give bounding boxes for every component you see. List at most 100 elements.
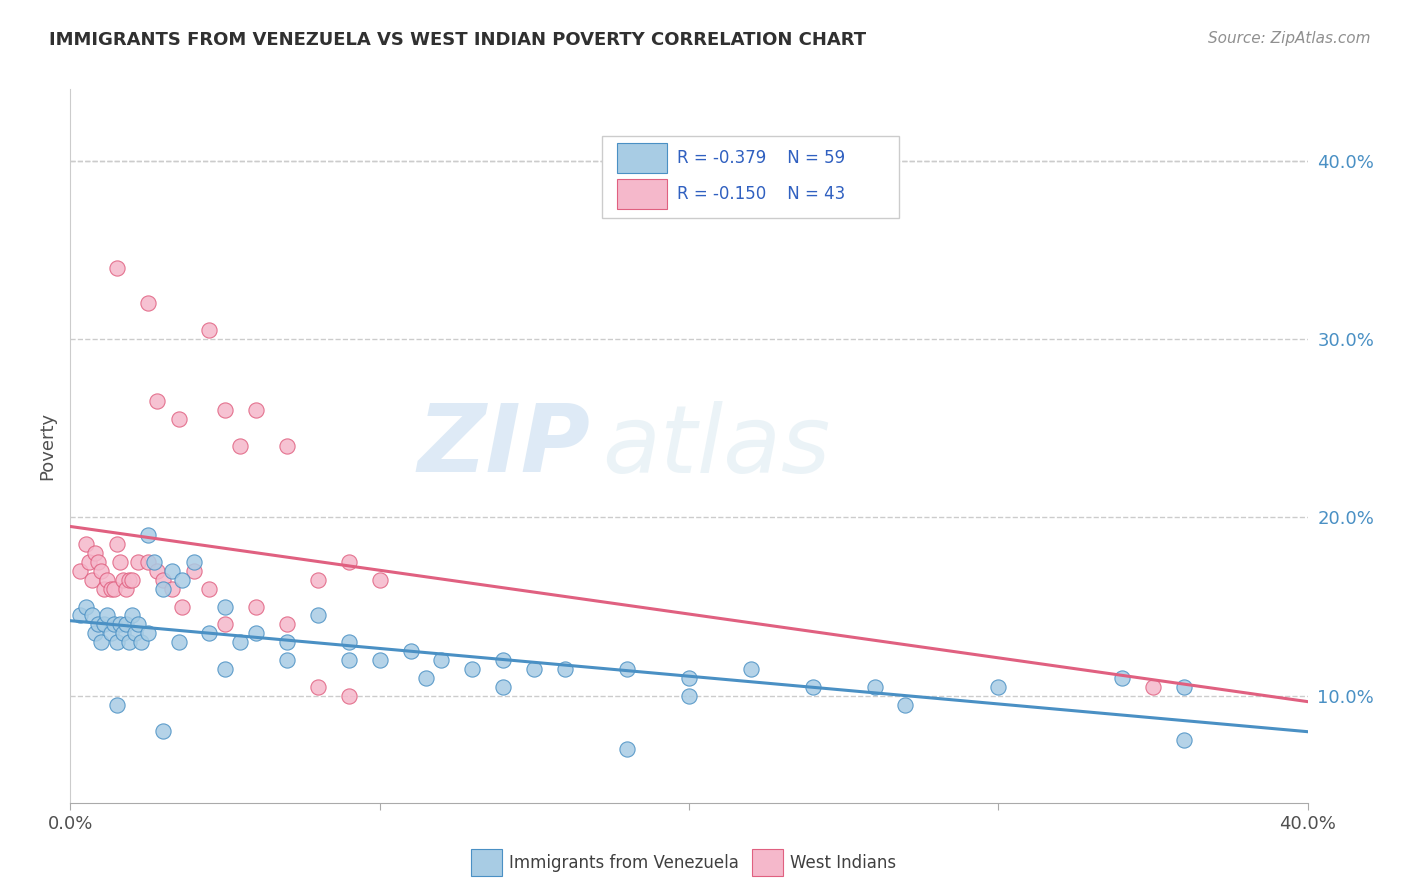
Point (415, 671, 437, 685)
Point (121, 608, 143, 623)
Point (430, 653, 453, 667)
Point (152, 573, 174, 587)
Point (80, 573, 103, 587)
Point (75, 599, 97, 614)
Point (987, 680, 1010, 694)
Point (167, 635, 190, 649)
Point (616, 742, 638, 756)
Point (111, 626, 134, 640)
Point (136, 626, 159, 640)
Point (368, 653, 391, 667)
Point (103, 582, 125, 596)
Point (170, 573, 193, 587)
Point (894, 698, 917, 712)
Point (307, 608, 329, 623)
Point (1142, 680, 1164, 694)
Point (84, 626, 107, 640)
Point (337, 653, 360, 667)
Point (198, 582, 221, 596)
Bar (617, 179, 666, 209)
Point (276, 635, 298, 649)
Point (678, 689, 700, 703)
Point (136, 296, 159, 310)
Point (1111, 671, 1133, 685)
Point (127, 555, 149, 569)
Point (162, 564, 184, 578)
Point (146, 394, 169, 409)
Point (170, 599, 193, 614)
Point (115, 582, 138, 596)
Point (214, 662, 236, 676)
Point (84, 546, 107, 560)
Point (115, 617, 138, 632)
Text: West Indians: West Indians (790, 854, 896, 871)
Point (863, 680, 886, 694)
Point (523, 662, 546, 676)
Point (183, 555, 205, 569)
Point (229, 635, 252, 649)
Point (77, 555, 100, 569)
Point (183, 564, 205, 578)
Point (136, 528, 159, 542)
Point (740, 662, 762, 676)
Point (142, 555, 165, 569)
Point (214, 599, 236, 614)
Point (108, 617, 131, 632)
Point (118, 635, 141, 649)
Point (368, 573, 391, 587)
Point (307, 680, 329, 694)
Point (276, 439, 298, 453)
Point (214, 403, 236, 417)
Point (214, 617, 236, 632)
Point (152, 582, 174, 596)
Point (245, 403, 267, 417)
Point (162, 582, 184, 596)
Point (100, 582, 122, 596)
Text: IMMIGRANTS FROM VENEZUELA VS WEST INDIAN POVERTY CORRELATION CHART: IMMIGRANTS FROM VENEZUELA VS WEST INDIAN… (49, 31, 866, 49)
Point (146, 564, 169, 578)
Point (111, 573, 134, 587)
Point (229, 439, 252, 453)
Point (100, 626, 122, 640)
Point (678, 671, 700, 685)
Point (616, 662, 638, 676)
Point (167, 412, 190, 426)
Text: Immigrants from Venezuela: Immigrants from Venezuela (509, 854, 738, 871)
Point (276, 617, 298, 632)
Point (75, 537, 97, 551)
Point (93, 582, 115, 596)
Point (105, 260, 128, 275)
Point (69, 608, 91, 623)
Point (136, 555, 159, 569)
Text: atlas: atlas (602, 401, 831, 491)
Point (198, 626, 221, 640)
Point (337, 689, 360, 703)
Text: R = -0.150    N = 43: R = -0.150 N = 43 (676, 186, 845, 203)
Point (80, 608, 103, 623)
Point (801, 680, 824, 694)
Point (1173, 680, 1195, 694)
Point (337, 555, 360, 569)
Point (103, 617, 125, 632)
Point (554, 662, 576, 676)
Point (152, 724, 174, 739)
Point (93, 617, 115, 632)
Point (245, 626, 267, 640)
Point (461, 662, 484, 676)
Point (492, 680, 515, 694)
Point (276, 653, 298, 667)
Point (399, 644, 422, 658)
Point (131, 635, 153, 649)
Point (121, 573, 143, 587)
Point (124, 626, 146, 640)
Point (69, 564, 91, 578)
Point (87, 555, 110, 569)
Point (108, 555, 131, 569)
Point (105, 698, 128, 712)
Point (105, 635, 128, 649)
Point (87, 617, 110, 632)
Point (90, 635, 112, 649)
FancyBboxPatch shape (602, 136, 900, 218)
Bar (617, 144, 666, 173)
Text: ZIP: ZIP (418, 400, 591, 492)
